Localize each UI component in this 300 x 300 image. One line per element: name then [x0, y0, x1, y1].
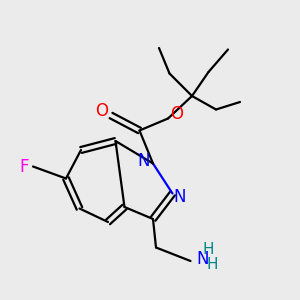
- Text: H: H: [206, 257, 218, 272]
- Text: N: N: [174, 188, 186, 206]
- Text: N: N: [196, 250, 209, 268]
- Text: O: O: [95, 102, 108, 120]
- Text: O: O: [170, 105, 184, 123]
- Text: N: N: [138, 152, 150, 169]
- Text: F: F: [20, 158, 29, 175]
- Text: H: H: [203, 242, 214, 257]
